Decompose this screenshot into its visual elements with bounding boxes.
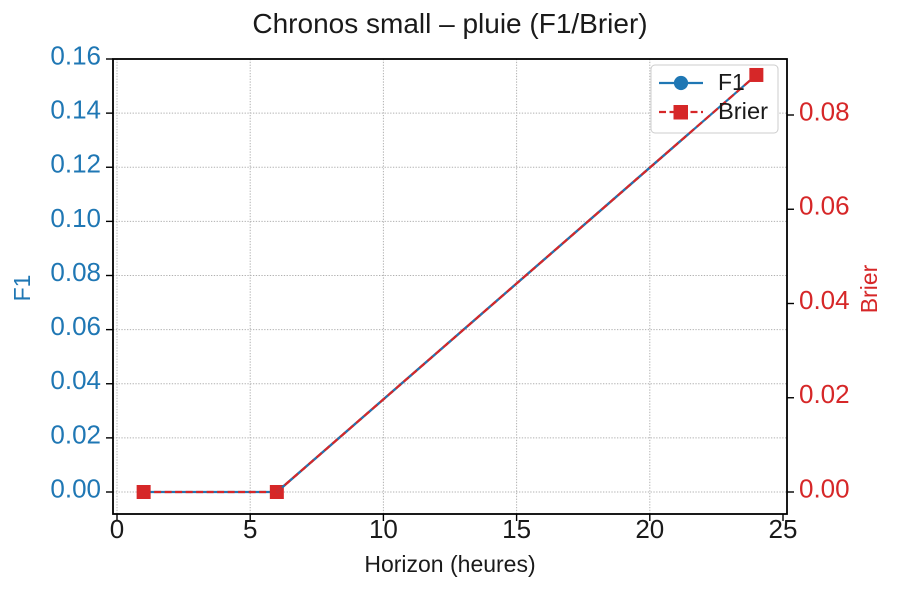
- svg-text:0.04: 0.04: [50, 365, 101, 395]
- svg-text:20: 20: [635, 514, 664, 544]
- svg-text:0.10: 0.10: [50, 203, 101, 233]
- svg-text:0.00: 0.00: [50, 474, 101, 504]
- svg-text:5: 5: [243, 514, 257, 544]
- svg-text:0.14: 0.14: [50, 95, 101, 125]
- svg-text:0.12: 0.12: [50, 149, 101, 179]
- svg-text:0.06: 0.06: [50, 311, 101, 341]
- svg-text:F1: F1: [9, 275, 35, 302]
- svg-text:0.02: 0.02: [799, 379, 850, 409]
- svg-text:0.04: 0.04: [799, 285, 850, 315]
- svg-text:Chronos small – pluie (F1/Brie: Chronos small – pluie (F1/Brier): [252, 8, 647, 39]
- svg-text:0.06: 0.06: [799, 191, 850, 221]
- svg-text:0.08: 0.08: [50, 257, 101, 287]
- svg-text:0.08: 0.08: [799, 97, 850, 127]
- svg-text:10: 10: [369, 514, 398, 544]
- svg-text:Brier: Brier: [856, 264, 882, 313]
- svg-text:F1: F1: [718, 69, 745, 95]
- svg-text:Horizon (heures): Horizon (heures): [364, 551, 535, 577]
- svg-text:25: 25: [769, 514, 798, 544]
- svg-text:0: 0: [110, 514, 124, 544]
- svg-text:0.02: 0.02: [50, 419, 101, 449]
- svg-text:15: 15: [502, 514, 531, 544]
- svg-text:0.00: 0.00: [799, 474, 850, 504]
- svg-text:0.16: 0.16: [50, 41, 101, 71]
- svg-text:Brier: Brier: [718, 98, 768, 124]
